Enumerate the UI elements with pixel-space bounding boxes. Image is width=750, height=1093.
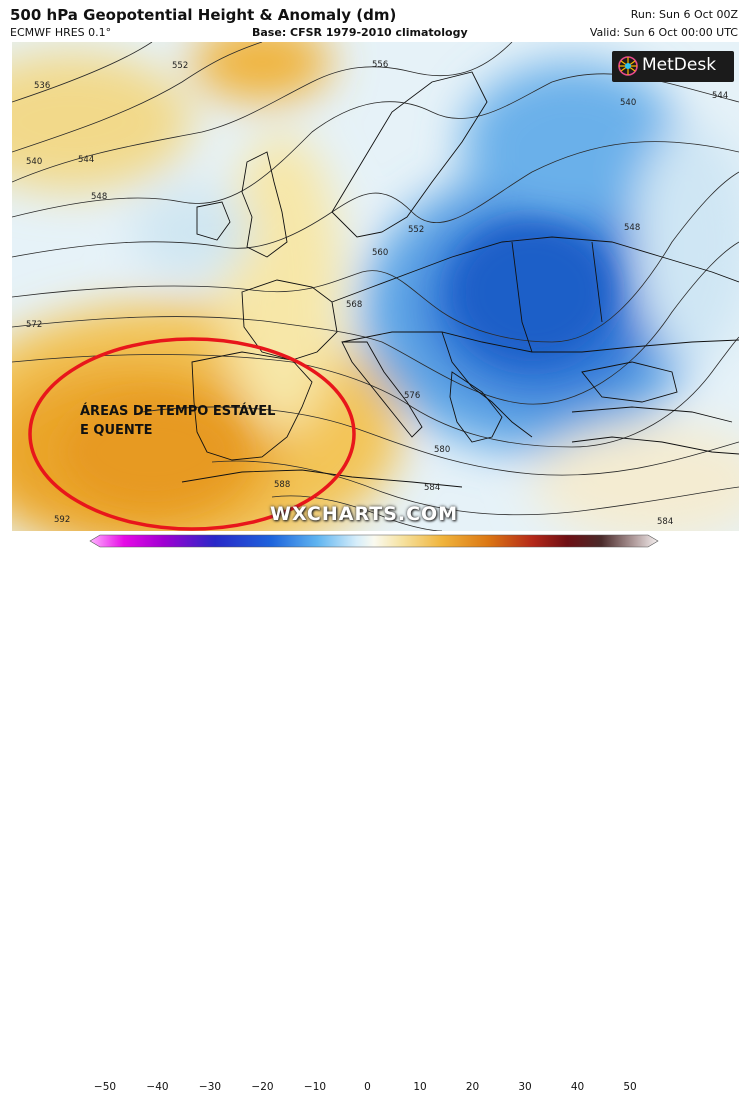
contour-label: 552	[408, 225, 424, 235]
colorbar-tick-label: −40	[146, 1081, 169, 1093]
highlight-circle	[28, 337, 356, 531]
anomaly-field: 536 540 544 548 552 556 560 568 572 576 …	[12, 42, 739, 531]
colorbar-tick-label: 40	[570, 1081, 585, 1093]
geopotential-contours	[12, 42, 739, 531]
run-time-label: Run: Sun 6 Oct 00Z	[630, 8, 738, 21]
contour-label: 572	[26, 320, 42, 330]
contour-label: 540	[620, 98, 636, 108]
contour-label: 540	[26, 157, 42, 167]
contour-label: 584	[424, 483, 440, 493]
colorbar-tick-label: −10	[303, 1081, 327, 1093]
colorbar-tick-label: 20	[465, 1081, 480, 1093]
annotation-line-2: E QUENTE	[80, 423, 153, 438]
watermark: WXCHARTS.COM	[270, 503, 459, 525]
metdesk-logo: MetDesk	[612, 51, 734, 82]
contour-label: 568	[346, 300, 362, 310]
globe-icon	[618, 56, 638, 76]
contour-label: 544	[712, 91, 728, 101]
contour-label: 580	[434, 445, 450, 455]
colorbar-tick-label: −20	[251, 1081, 274, 1093]
model-label: ECMWF HRES 0.1°	[10, 26, 112, 39]
contour-label: 556	[372, 60, 388, 70]
colorbar-tick-label: 50	[623, 1081, 637, 1093]
contour-label: 576	[404, 391, 420, 401]
climatology-base-label: Base: CFSR 1979-2010 climatology	[252, 26, 468, 39]
colorbar-tick-label: 10	[413, 1081, 427, 1093]
map-annotation: ÁREAS DE TEMPO ESTÁVEL E QUENTE	[80, 402, 340, 440]
valid-time-label: Valid: Sun 6 Oct 00:00 UTC	[589, 26, 738, 39]
contour-label: 536	[34, 81, 50, 91]
colorbar-tick-label: 0	[364, 1081, 371, 1093]
annotation-line-1: ÁREAS DE TEMPO ESTÁVEL	[80, 404, 276, 419]
colorbar-tick-label: −30	[198, 1081, 222, 1093]
colorbar-tick-label: −50	[93, 1081, 117, 1093]
colorbar-gradient	[89, 534, 659, 548]
contour-labels: 536 540 544 548 552 556 560 568 572 576 …	[26, 60, 728, 527]
contour-label: 560	[372, 248, 388, 258]
contour-label: 552	[172, 61, 188, 71]
contour-label: 548	[624, 223, 640, 233]
coastlines	[181, 71, 739, 488]
contour-label: 544	[78, 155, 94, 165]
colorbar: −50 −40 −30 −20 −10 0 10 20 30 40 50	[0, 531, 750, 1093]
contour-label: 592	[54, 515, 70, 525]
chart-title: 500 hPa Geopotential Height & Anomaly (d…	[10, 6, 397, 24]
contour-label: 584	[657, 517, 673, 527]
contour-label: 548	[91, 192, 107, 202]
colorbar-tick-label: 30	[518, 1081, 532, 1093]
weather-map: 536 540 544 548 552 556 560 568 572 576 …	[12, 42, 739, 531]
logo-text: MetDesk	[642, 55, 717, 75]
contour-label: 588	[274, 480, 290, 490]
chart-header: 500 hPa Geopotential Height & Anomaly (d…	[0, 0, 750, 42]
